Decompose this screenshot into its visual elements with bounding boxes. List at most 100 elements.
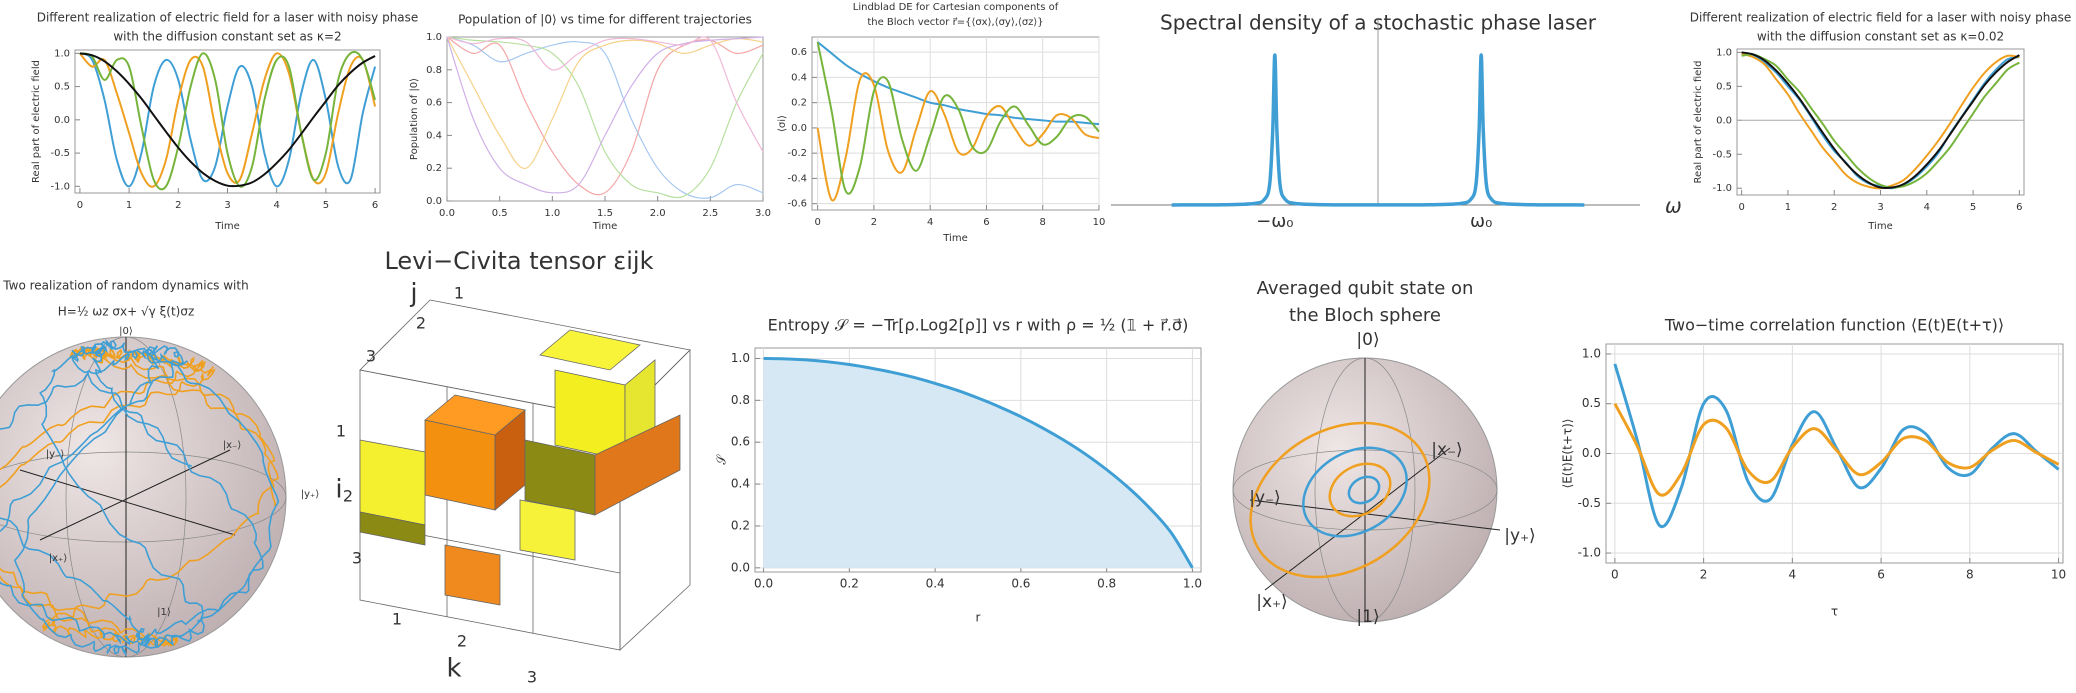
y-tick-label: 0.0: [54, 115, 70, 126]
x-tick-label: 8: [1966, 568, 1974, 582]
line: [816, 41, 1100, 195]
x-tick-label: 2: [175, 200, 181, 211]
state-label: |0⟩: [119, 326, 133, 337]
y-tick-label: -1.0: [1712, 183, 1732, 194]
x-tick-label: 2: [1831, 202, 1837, 213]
y-tick-label: 0.5: [54, 82, 70, 93]
y-axis-label: ⟨E(t)E(t+τ)⟩: [1561, 419, 1575, 489]
x-tick-label: −ω₀: [1256, 211, 1293, 232]
state-label: |1⟩: [157, 607, 171, 618]
x-tick-label: 1: [1785, 202, 1791, 213]
axis-label: 2: [457, 632, 467, 651]
y-tick-label: 0.6: [791, 47, 807, 58]
plot-frame: [754, 347, 1202, 573]
line: [1741, 51, 2020, 190]
y-tick-label: 0.0: [731, 560, 750, 574]
chart: Entropy 𝒮 = −Tr[ρ.Log2[ρ]] vs r with ρ =…: [715, 316, 1202, 625]
state-label: |0⟩: [1356, 330, 1379, 350]
y-axis-label: Population of |0⟩: [409, 78, 420, 160]
y-tick-label: 0.2: [791, 98, 807, 109]
y-tick-label: 1.0: [426, 32, 442, 43]
x-tick-label: 4: [274, 200, 280, 211]
y-tick-label: 1.0: [54, 48, 70, 59]
y-tick-label: 0.6: [426, 98, 442, 109]
y-tick-label: -0.5: [1578, 496, 1601, 510]
state-label: |x₊⟩: [1256, 592, 1287, 612]
axis-label: 1: [336, 422, 346, 441]
y-tick-label: 0.0: [1716, 115, 1732, 126]
x-tick-label: 0.4: [926, 577, 945, 591]
axis-label: i: [335, 475, 342, 505]
chart-title: Different realization of electric field …: [37, 11, 419, 25]
y-tick-label: -0.5: [50, 148, 70, 159]
axis-label: k: [446, 654, 461, 684]
bloch-sphere-average: [1232, 357, 1501, 623]
chart-title: Entropy 𝒮 = −Tr[ρ.Log2[ρ]] vs r with ρ =…: [768, 316, 1189, 335]
x-tick-label: 6: [983, 217, 989, 228]
state-label: |y₋⟩: [1249, 488, 1280, 508]
chart-title: Population of |0⟩ vs time for different …: [458, 13, 752, 27]
x-tick-label: 5: [1970, 202, 1976, 213]
y-tick-label: 0.2: [426, 163, 442, 174]
y-tick-label: 0.0: [426, 196, 442, 207]
line: [79, 50, 377, 191]
chart-title: with the diffusion constant set as κ=2: [113, 30, 341, 44]
x-tick-label: 5: [323, 200, 329, 211]
line: [446, 36, 764, 199]
x-axis-label: Time: [1867, 221, 1892, 232]
x-tick-label: 1: [126, 200, 132, 211]
x-tick-label: 6: [1877, 568, 1885, 582]
axis-label: j: [409, 279, 417, 309]
x-tick-label: ω₀: [1470, 211, 1492, 232]
line: [446, 36, 764, 153]
x-tick-label: 6: [2016, 202, 2022, 213]
x-tick-label: 3: [1877, 202, 1883, 213]
x-tick-label: 10: [1093, 217, 1106, 228]
state-label: |y₊⟩: [1504, 526, 1535, 546]
x-axis-label: r: [976, 611, 981, 625]
y-tick-label: -0.2: [787, 148, 807, 159]
line: [1613, 403, 2060, 497]
y-tick-label: -0.6: [787, 199, 807, 210]
x-tick-label: 8: [1040, 217, 1046, 228]
x-tick-label: 4: [1924, 202, 1930, 213]
x-axis-label: Time: [942, 233, 967, 244]
x-tick-label: 1.0: [544, 208, 560, 219]
chart: Population of |0⟩ vs time for different …: [409, 13, 771, 233]
axis-label: 3: [352, 549, 362, 568]
chart-title: the Bloch vector r⃗={⟨σx⟩,⟨σy⟩,⟨σz⟩}: [867, 17, 1043, 28]
chart: Lindblad DE for Cartesian components of t…: [777, 2, 1105, 244]
x-tick-label: 0.8: [1097, 577, 1116, 591]
x-tick-label: 2.5: [702, 208, 718, 219]
x-tick-label: 4: [927, 217, 933, 228]
y-tick-label: -0.5: [1712, 149, 1732, 160]
chart-title: Different realization of electric field …: [1690, 11, 2072, 25]
y-tick-label: 1.0: [1716, 47, 1732, 58]
diagram-title: Levi−Civita tensor εijk: [384, 247, 653, 275]
chart: Spectral density of a stochastic phase l…: [1111, 11, 1682, 232]
bloch-sphere-random: [0, 336, 287, 658]
x-tick-label: 0.0: [754, 577, 773, 591]
y-axis-label: Real part of electric field: [1693, 61, 1704, 184]
plot-frame: [446, 36, 764, 202]
state-label: |x₋⟩: [1431, 440, 1462, 460]
diagram-title: the Bloch sphere: [1289, 305, 1441, 326]
line: [79, 52, 376, 188]
line: [446, 36, 764, 199]
x-axis-label: Time: [214, 221, 239, 232]
x-tick-label: 6: [372, 200, 378, 211]
y-tick-label: 0.4: [791, 72, 807, 83]
y-tick-label: 0.4: [426, 130, 442, 141]
state-label: |x₋⟩: [223, 440, 242, 451]
chart: Two−time correlation function ⟨E(t)E(t+τ…: [1561, 316, 2067, 619]
y-tick-label: 0.5: [1716, 81, 1732, 92]
diagram-title: Averaged qubit state on: [1257, 278, 1474, 299]
chart: Different realization of electric field …: [31, 11, 418, 233]
chart: Different realization of electric field …: [1690, 11, 2072, 233]
x-tick-label: 2: [871, 217, 877, 228]
chart-title: Two−time correlation function ⟨E(t)E(t+τ…: [1664, 316, 2004, 335]
x-tick-label: 3: [224, 200, 230, 211]
area: [763, 358, 1193, 568]
